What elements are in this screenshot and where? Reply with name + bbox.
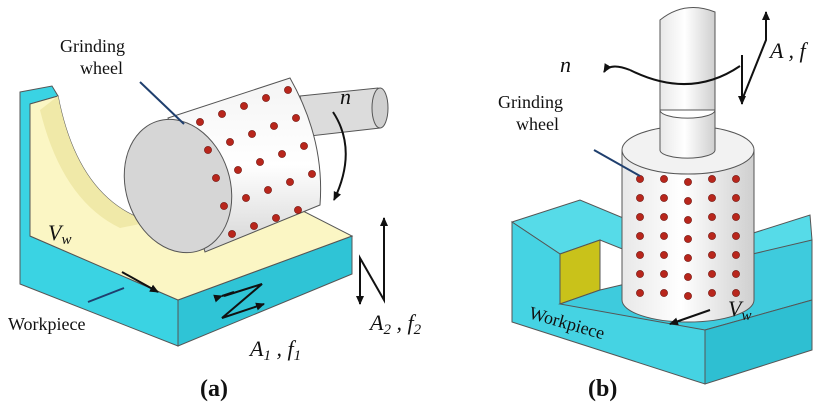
grain (684, 254, 691, 261)
grain (636, 232, 643, 239)
grain (684, 292, 691, 299)
symbol: A1 , f1 (248, 336, 301, 364)
subscript: 1 (294, 348, 302, 364)
subscript: 2 (414, 322, 422, 338)
grain (732, 270, 739, 277)
symbol: n (560, 52, 571, 77)
subscript: 1 (263, 348, 271, 364)
grain (660, 251, 667, 258)
caption: (a) (200, 376, 228, 402)
symbol: A2 , f2 (368, 310, 422, 338)
subscript: w (61, 232, 71, 248)
grain (308, 170, 315, 177)
symbol: A (768, 38, 784, 63)
grain (732, 232, 739, 239)
grain (218, 110, 225, 117)
grain (278, 150, 285, 157)
grain (636, 251, 643, 258)
grain (732, 213, 739, 220)
grain (262, 94, 269, 101)
grain (684, 216, 691, 223)
label: wheel (80, 58, 123, 78)
grain (708, 232, 715, 239)
grain (292, 114, 299, 121)
grain (286, 178, 293, 185)
separator: , (391, 310, 408, 335)
shaft-end (372, 88, 388, 128)
grain (684, 273, 691, 280)
label: Grinding (498, 92, 563, 112)
shaft (660, 8, 715, 111)
grain (272, 214, 279, 221)
wheel-b (622, 8, 754, 323)
vertical-zigzag-arrow (742, 12, 766, 100)
leader-line (140, 82, 184, 124)
grain (732, 194, 739, 201)
grain (708, 251, 715, 258)
grain (660, 289, 667, 296)
separator: , (271, 336, 288, 361)
grain (212, 174, 219, 181)
grain (284, 86, 291, 93)
separator: , (783, 38, 800, 63)
grain (660, 213, 667, 220)
grain (708, 289, 715, 296)
symbol: f (800, 38, 809, 63)
grain (708, 270, 715, 277)
grain (248, 130, 255, 137)
grain (220, 202, 227, 209)
vertical-zigzag-arrow (360, 218, 384, 300)
grain (300, 142, 307, 149)
symbol: A (248, 336, 264, 361)
shaft-base (660, 110, 715, 158)
grain (226, 138, 233, 145)
grain (684, 197, 691, 204)
grain (636, 213, 643, 220)
grain (636, 175, 643, 182)
grain (708, 213, 715, 220)
grain (256, 158, 263, 165)
grain (242, 194, 249, 201)
grain (660, 175, 667, 182)
symbol: n (340, 84, 351, 109)
grain (264, 186, 271, 193)
grain (636, 270, 643, 277)
rotation-arrow-head (604, 66, 630, 72)
label: Workpiece (8, 314, 86, 334)
grain (660, 232, 667, 239)
symbol: A , f (768, 38, 809, 63)
label: wheel (516, 114, 559, 134)
grain (660, 194, 667, 201)
label: Grinding (60, 36, 125, 56)
grain (732, 251, 739, 258)
grain (240, 102, 247, 109)
grain (636, 194, 643, 201)
grain (684, 178, 691, 185)
figure: Grinding wheel n Vw Workpiece A1 , f1 A2… (0, 0, 838, 419)
grain (732, 175, 739, 182)
grain (270, 122, 277, 129)
grain (234, 166, 241, 173)
subscript: w (741, 308, 751, 324)
grain (708, 175, 715, 182)
grain (660, 270, 667, 277)
grain (636, 289, 643, 296)
grain (294, 206, 301, 213)
symbol: A (368, 310, 384, 335)
caption: (b) (588, 376, 617, 402)
grain (204, 146, 211, 153)
grain (684, 235, 691, 242)
grain (228, 230, 235, 237)
grain (708, 194, 715, 201)
grain (196, 118, 203, 125)
grain (250, 222, 257, 229)
